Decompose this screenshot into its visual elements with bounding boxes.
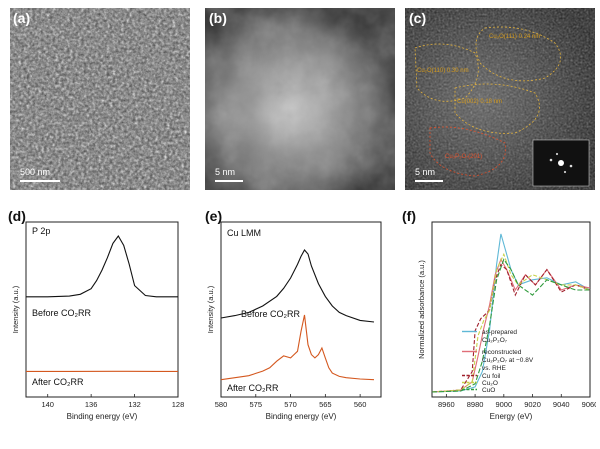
chart-title: P 2p: [32, 226, 50, 236]
x-tick-label: 580: [215, 400, 228, 409]
legend-label: CuO: [482, 387, 495, 394]
legend-label: vs. RHE: [482, 365, 507, 372]
x-tick-label: 128: [172, 400, 185, 409]
hrtem-image-c: Cu₃O(111) 0.24 nm Cu₂O(110) 0.30 nm Cu(0…: [405, 8, 595, 190]
legend-label: Cu₂O: [482, 380, 498, 387]
series-line-4: [431, 258, 590, 393]
x-tick-label: 9020: [524, 400, 541, 409]
series-line-2: [431, 263, 591, 393]
xps-cu-lmm-chart: 580 575 570 565 560 Binding energy (eV) Intens…: [206, 221, 382, 421]
scale-text-c: 5 nm: [415, 167, 436, 177]
panel-label-a: (a): [13, 10, 31, 26]
series-line-1: [431, 258, 591, 393]
tem-image-b: (b) 5 nm: [205, 8, 395, 190]
legend-label: Cu₂P₂O₇: [482, 337, 507, 344]
y-axis-label: Intensity (a.u.): [11, 285, 20, 333]
annotation-cu3o: Cu₃O(111) 0.24 nm: [489, 34, 540, 40]
scale-text-b: 5 nm: [215, 167, 236, 177]
panel-label-b: (b): [209, 10, 227, 26]
scale-bar-a: [20, 180, 60, 182]
x-axis-label: Energy (eV): [490, 412, 533, 421]
sem-texture: [10, 8, 190, 190]
xps-p2p-chart: 140 136 132 128 Binding energy (eV) Intensity…: [11, 221, 185, 421]
scale-bar-b: [215, 180, 243, 182]
x-tick-label: 570: [284, 400, 297, 409]
panel-label-e: (e): [205, 208, 223, 224]
x-tick-label: 8980: [467, 400, 484, 409]
series-line-3: [431, 252, 591, 393]
legend-label: Cu foil: [482, 373, 501, 380]
series-label-before: Before CO₂RR: [241, 309, 301, 319]
scale-bar-c: [415, 180, 443, 182]
plot-frame: [25, 221, 179, 398]
legend-label: Cu₂P₂O₇ at −0.8V: [482, 357, 534, 364]
x-axis-label: Binding energy (eV): [266, 412, 337, 421]
x-axis-label: Binding energy (eV): [67, 412, 138, 421]
x-tick-label: 132: [128, 400, 141, 409]
x-tick-label: 136: [85, 400, 98, 409]
legend-label: as-prepared: [482, 329, 517, 336]
panel-label-d: (d): [8, 208, 26, 224]
series-line-0: [26, 234, 178, 298]
xanes-chart: 8960 8980 9000 9020 9040 9060 Energy (eV) Norma…: [417, 221, 596, 421]
x-tick-label: 9040: [553, 400, 570, 409]
y-axis-label: Normalized adsorbance (a.u.): [417, 260, 426, 359]
series-label-after: After CO₂RR: [32, 377, 84, 387]
legend-label: reconstructed: [482, 349, 522, 356]
x-tick-label: 9000: [495, 400, 512, 409]
annotation-cu002: Cu(002) 0.18 nm: [457, 99, 502, 105]
panel-label-c: (c): [409, 10, 427, 26]
annotation-cu2o: Cu₂O(110) 0.30 nm: [417, 68, 469, 74]
x-tick-label: 560: [354, 400, 367, 409]
panel-label-f: (f): [402, 208, 416, 224]
chart-title: Cu LMM: [227, 228, 261, 238]
x-tick-label: 9060: [582, 400, 596, 409]
scale-text-a: 500 nm: [20, 167, 51, 177]
sem-image-a: (a) 500 nm: [10, 8, 190, 190]
x-tick-label: 140: [41, 400, 54, 409]
series-line-0: [220, 249, 375, 323]
x-tick-label: 8960: [438, 400, 455, 409]
y-axis-label: Intensity (a.u.): [206, 285, 215, 333]
plot-frame: [220, 221, 382, 398]
tem-texture-b: [205, 8, 395, 190]
series-line-1: [220, 314, 375, 381]
series-label-after: After CO₂RR: [227, 383, 279, 393]
plot-frame: [431, 221, 591, 398]
series-label-before: Before CO₂RR: [32, 308, 92, 318]
series-line-0: [431, 233, 591, 393]
hrtem-texture-c: Cu₃O(111) 0.24 nm Cu₂O(110) 0.30 nm Cu(0…: [405, 8, 595, 190]
x-tick-label: 565: [319, 400, 332, 409]
annotation-cu2p2o7: Cu₃P₂O₇(201): [445, 154, 482, 160]
x-tick-label: 575: [250, 400, 263, 409]
